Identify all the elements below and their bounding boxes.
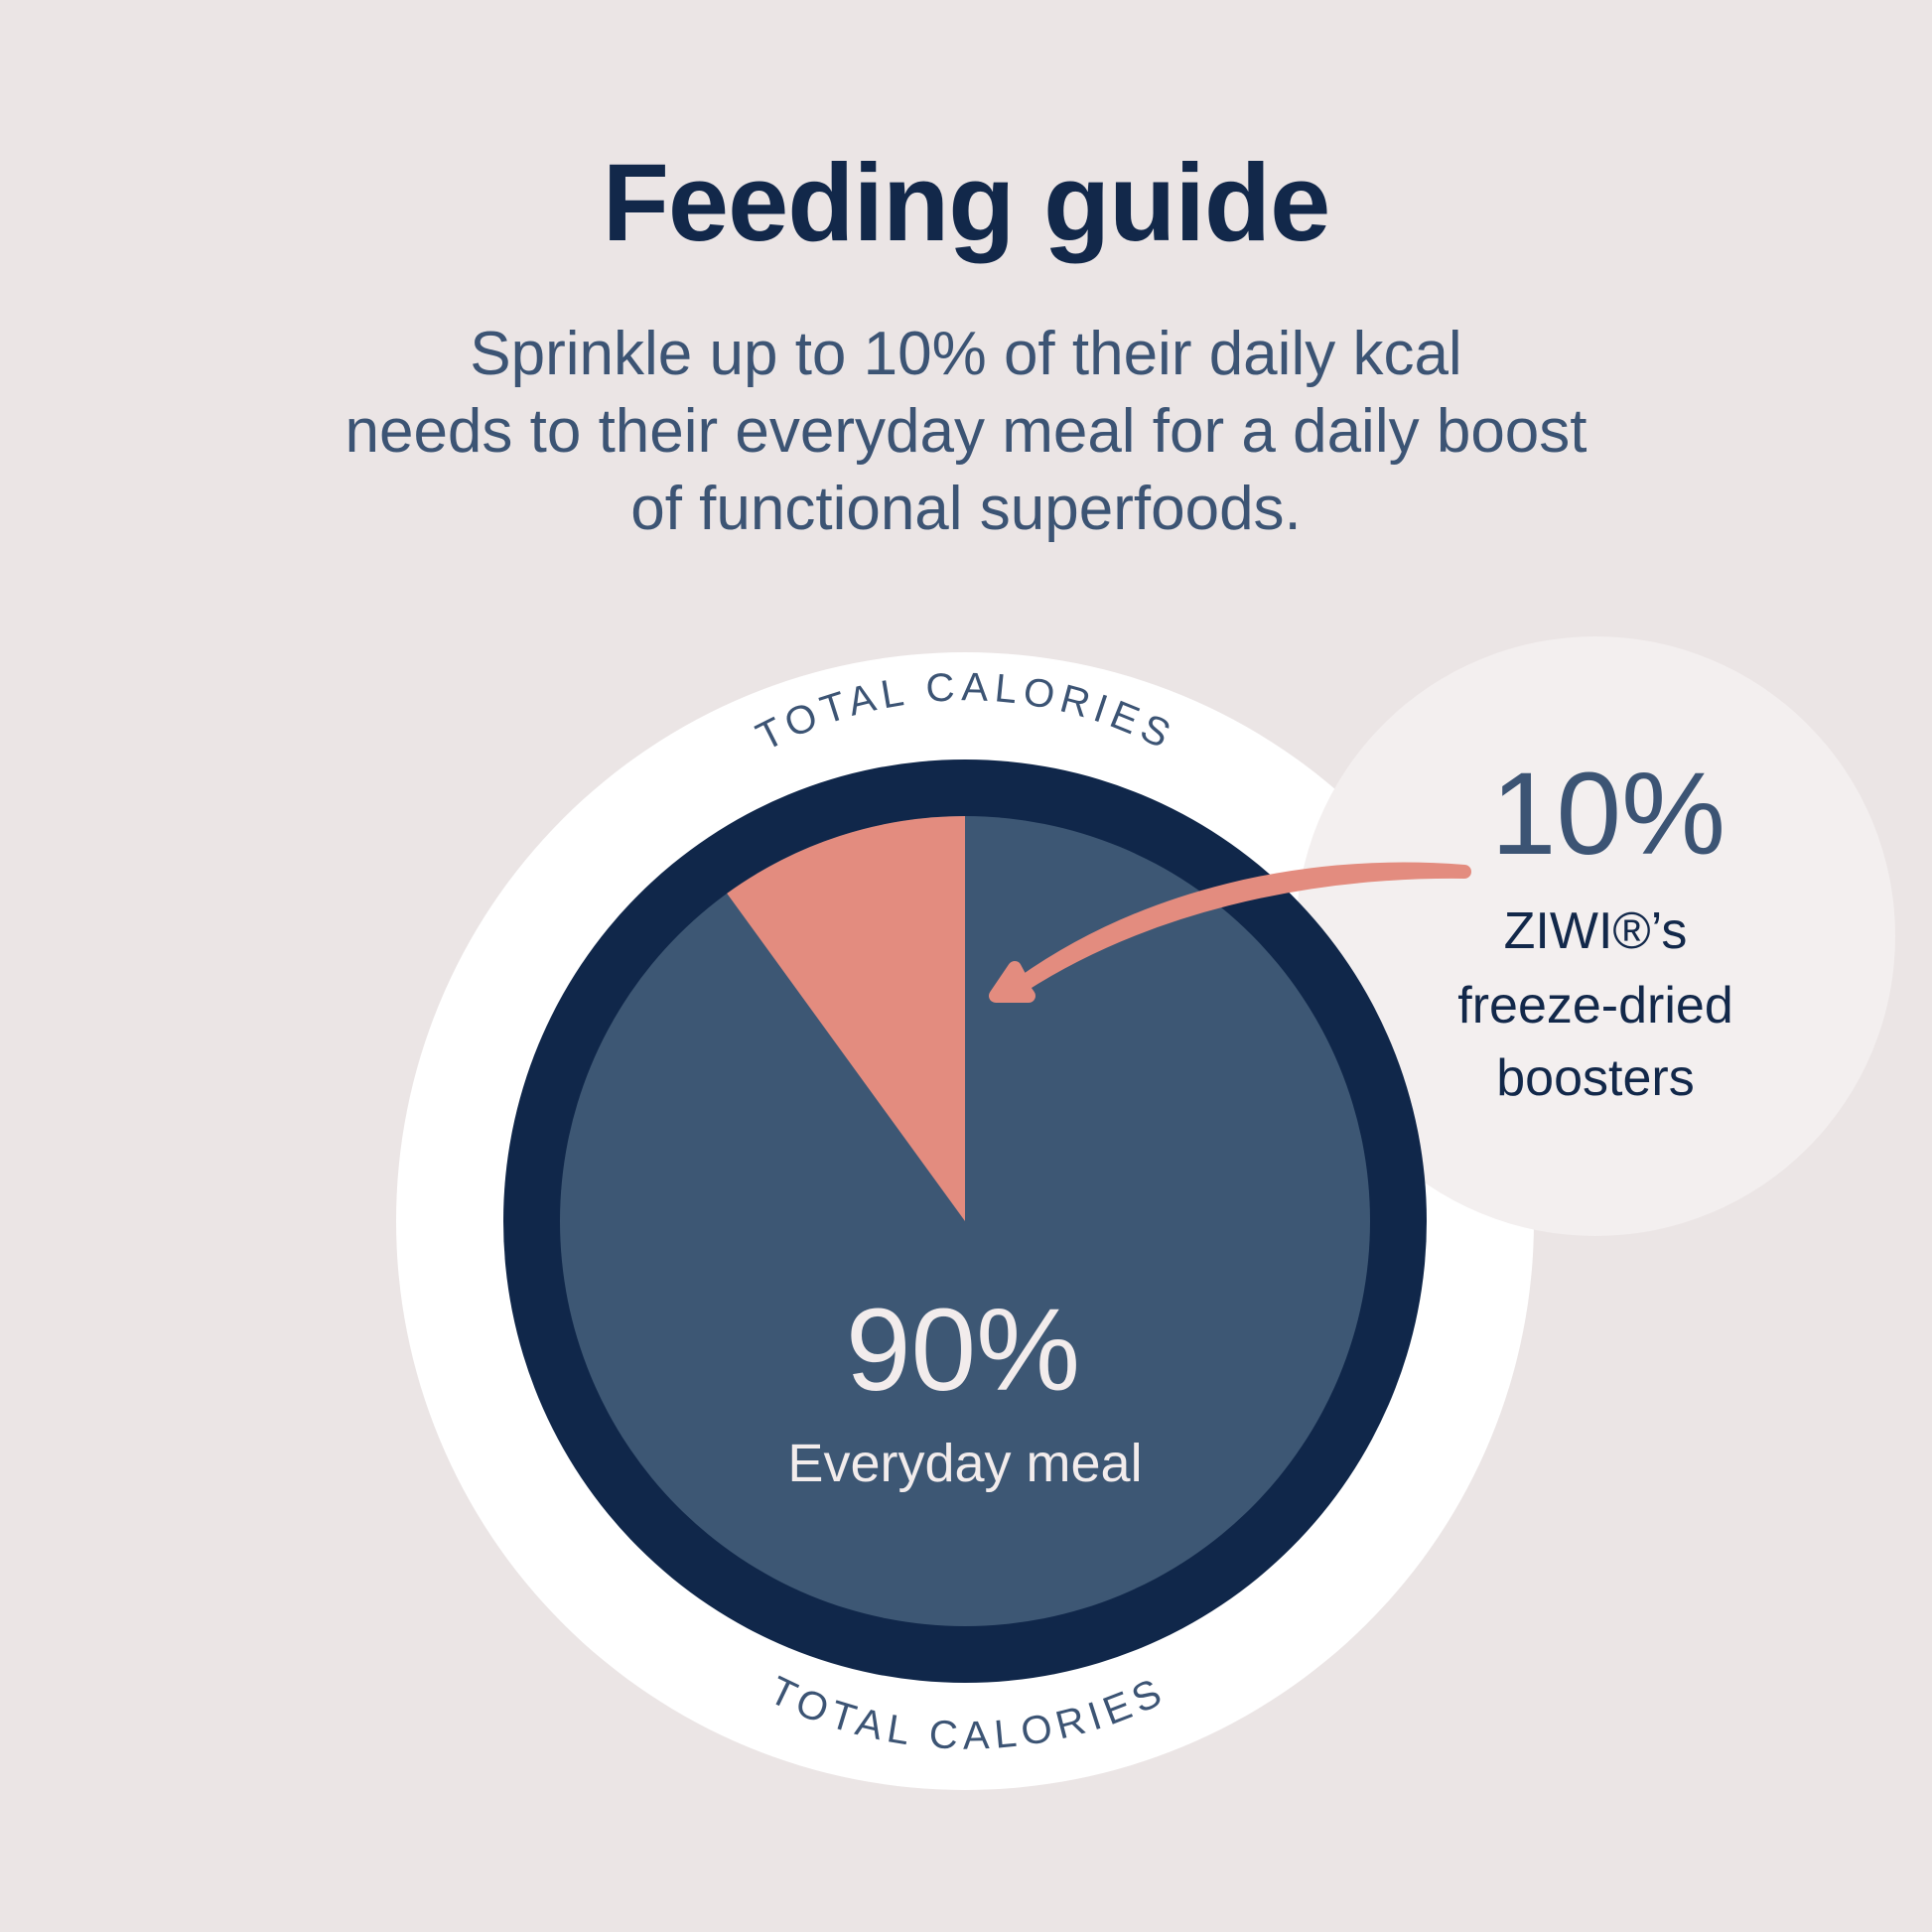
subtitle: Sprinkle up to 10% of their daily kcal n…	[0, 316, 1932, 548]
subtitle-line-2: needs to their everyday meal for a daily…	[345, 397, 1587, 466]
meal-value-label: 90%	[846, 1285, 1080, 1416]
pie-slice-boosters	[727, 816, 965, 1221]
subtitle-line-1: Sprinkle up to 10% of their daily kcal	[470, 320, 1462, 388]
booster-value-label: 10%	[1491, 749, 1725, 880]
meal-label: Everyday meal	[787, 1434, 1142, 1493]
callout-arrow-icon	[989, 862, 1471, 1003]
booster-label-line-3: boosters	[1496, 1049, 1694, 1107]
booster-callout-bubble	[1296, 636, 1895, 1236]
subtitle-line-3: of functional superfoods.	[630, 475, 1302, 543]
booster-label-line-2: freeze-dried	[1457, 977, 1732, 1035]
page-title: Feeding guide	[602, 142, 1331, 264]
booster-label-line-1: ZIWI®’s	[1504, 902, 1688, 960]
